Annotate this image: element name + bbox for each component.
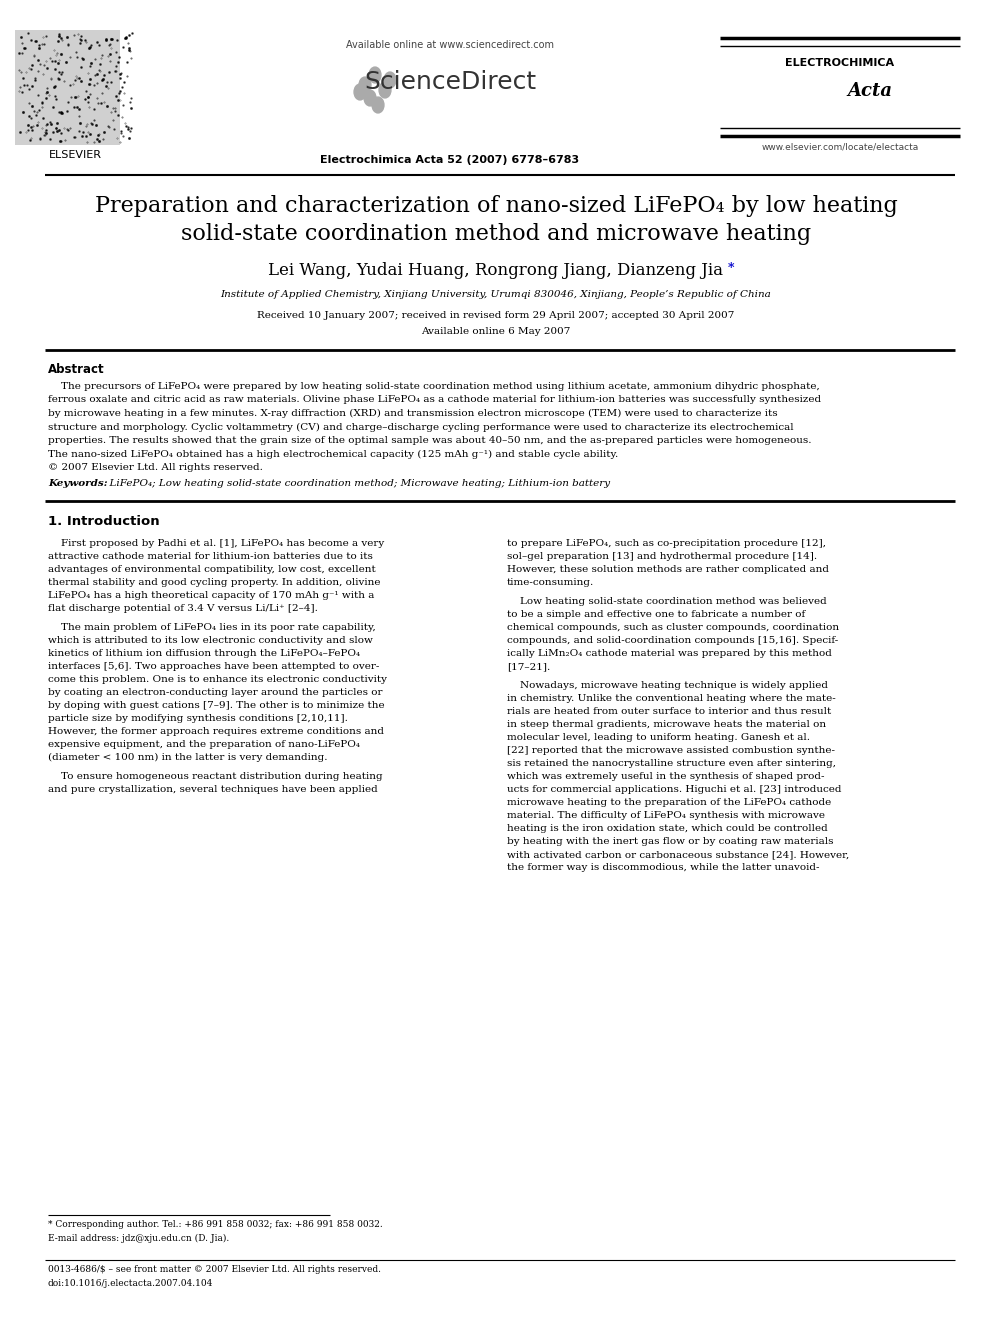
Text: E-mail address: jdz@xju.edu.cn (D. Jia).: E-mail address: jdz@xju.edu.cn (D. Jia).	[48, 1234, 229, 1244]
Text: compounds, and solid-coordination compounds [15,16]. Specif-: compounds, and solid-coordination compou…	[507, 636, 838, 646]
Text: heating is the iron oxidation state, which could be controlled: heating is the iron oxidation state, whi…	[507, 824, 827, 833]
Text: To ensure homogeneous reactant distribution during heating: To ensure homogeneous reactant distribut…	[48, 773, 383, 781]
Circle shape	[364, 90, 376, 106]
Text: with activated carbon or carbonaceous substance [24]. However,: with activated carbon or carbonaceous su…	[507, 849, 849, 859]
Text: ScienceDirect: ScienceDirect	[364, 70, 536, 94]
Text: The precursors of LiFePO₄ were prepared by low heating solid-state coordination : The precursors of LiFePO₄ were prepared …	[48, 382, 819, 392]
Text: which is attributed to its low electronic conductivity and slow: which is attributed to its low electroni…	[48, 636, 373, 646]
Text: thermal stability and good cycling property. In addition, olivine: thermal stability and good cycling prope…	[48, 578, 381, 587]
FancyBboxPatch shape	[15, 30, 120, 146]
Text: However, the former approach requires extreme conditions and: However, the former approach requires ex…	[48, 728, 384, 736]
Text: particle size by modifying synthesis conditions [2,10,11].: particle size by modifying synthesis con…	[48, 714, 348, 722]
Text: properties. The results showed that the grain size of the optimal sample was abo: properties. The results showed that the …	[48, 437, 811, 445]
Text: LiFePO₄ has a high theoretical capacity of 170 mAh g⁻¹ with a: LiFePO₄ has a high theoretical capacity …	[48, 591, 374, 601]
Text: to be a simple and effective one to fabricate a number of: to be a simple and effective one to fabr…	[507, 610, 806, 619]
Text: [22] reported that the microwave assisted combustion synthe-: [22] reported that the microwave assiste…	[507, 746, 835, 755]
Text: advantages of environmental compatibility, low cost, excellent: advantages of environmental compatibilit…	[48, 565, 376, 574]
Text: ferrous oxalate and citric acid as raw materials. Olivine phase LiFePO₄ as a cat: ferrous oxalate and citric acid as raw m…	[48, 396, 821, 405]
Text: interfaces [5,6]. Two approaches have been attempted to over-: interfaces [5,6]. Two approaches have be…	[48, 662, 379, 671]
Text: attractive cathode material for lithium-ion batteries due to its: attractive cathode material for lithium-…	[48, 552, 373, 561]
Text: and pure crystallization, several techniques have been applied: and pure crystallization, several techni…	[48, 785, 378, 794]
Text: Available online at www.sciencedirect.com: Available online at www.sciencedirect.co…	[346, 40, 554, 50]
Circle shape	[372, 97, 384, 112]
Text: to prepare LiFePO₄, such as co-precipitation procedure [12],: to prepare LiFePO₄, such as co-precipita…	[507, 538, 826, 548]
Text: flat discharge potential of 3.4 V versus Li/Li⁺ [2–4].: flat discharge potential of 3.4 V versus…	[48, 605, 317, 613]
Text: sol–gel preparation [13] and hydrothermal procedure [14].: sol–gel preparation [13] and hydrotherma…	[507, 552, 817, 561]
Text: * Corresponding author. Tel.: +86 991 858 0032; fax: +86 991 858 0032.: * Corresponding author. Tel.: +86 991 85…	[48, 1220, 383, 1229]
Circle shape	[369, 67, 381, 83]
Text: structure and morphology. Cyclic voltammetry (CV) and charge–discharge cycling p: structure and morphology. Cyclic voltamm…	[48, 422, 794, 431]
Text: by coating an electron-conducting layer around the particles or: by coating an electron-conducting layer …	[48, 688, 383, 697]
Text: ELECTROCHIMICA: ELECTROCHIMICA	[786, 58, 895, 67]
Text: material. The difficulty of LiFePO₄ synthesis with microwave: material. The difficulty of LiFePO₄ synt…	[507, 811, 825, 820]
Text: www.elsevier.com/locate/electacta: www.elsevier.com/locate/electacta	[762, 143, 919, 152]
Text: sis retained the nanocrystalline structure even after sintering,: sis retained the nanocrystalline structu…	[507, 759, 836, 767]
Text: rials are heated from outer surface to interior and thus result: rials are heated from outer surface to i…	[507, 706, 831, 716]
Text: doi:10.1016/j.electacta.2007.04.104: doi:10.1016/j.electacta.2007.04.104	[48, 1279, 213, 1289]
Text: kinetics of lithium ion diffusion through the LiFePO₄–FePO₄: kinetics of lithium ion diffusion throug…	[48, 650, 360, 658]
Text: The main problem of LiFePO₄ lies in its poor rate capability,: The main problem of LiFePO₄ lies in its …	[48, 623, 376, 632]
Text: Received 10 January 2007; received in revised form 29 April 2007; accepted 30 Ap: Received 10 January 2007; received in re…	[257, 311, 735, 320]
Text: time-consuming.: time-consuming.	[507, 578, 594, 587]
Text: Institute of Applied Chemistry, Xinjiang University, Urumqi 830046, Xinjiang, Pe: Institute of Applied Chemistry, Xinjiang…	[220, 290, 772, 299]
Text: [17–21].: [17–21].	[507, 662, 551, 671]
Text: Preparation and characterization of nano-sized LiFePO₄ by low heating: Preparation and characterization of nano…	[94, 194, 898, 217]
Text: Low heating solid-state coordination method was believed: Low heating solid-state coordination met…	[507, 597, 826, 606]
Text: by microwave heating in a few minutes. X-ray diffraction (XRD) and transmission : by microwave heating in a few minutes. X…	[48, 409, 778, 418]
Text: come this problem. One is to enhance its electronic conductivity: come this problem. One is to enhance its…	[48, 675, 387, 684]
Circle shape	[359, 77, 371, 93]
Text: The nano-sized LiFePO₄ obtained has a high electrochemical capacity (125 mAh g⁻¹: The nano-sized LiFePO₄ obtained has a hi…	[48, 450, 618, 459]
Text: molecular level, leading to uniform heating. Ganesh et al.: molecular level, leading to uniform heat…	[507, 733, 810, 742]
Circle shape	[379, 82, 391, 98]
Text: *: *	[728, 262, 734, 275]
Text: 1. Introduction: 1. Introduction	[48, 515, 160, 528]
Text: Nowadays, microwave heating technique is widely applied: Nowadays, microwave heating technique is…	[507, 681, 828, 691]
Text: © 2007 Elsevier Ltd. All rights reserved.: © 2007 Elsevier Ltd. All rights reserved…	[48, 463, 263, 472]
Circle shape	[384, 71, 396, 87]
Text: Keywords:: Keywords:	[48, 479, 107, 488]
Text: Electrochimica Acta 52 (2007) 6778–6783: Electrochimica Acta 52 (2007) 6778–6783	[320, 155, 579, 165]
Text: First proposed by Padhi et al. [1], LiFePO₄ has become a very: First proposed by Padhi et al. [1], LiFe…	[48, 538, 384, 548]
Text: ucts for commercial applications. Higuchi et al. [23] introduced: ucts for commercial applications. Higuch…	[507, 785, 841, 794]
Text: the former way is discommodious, while the latter unavoid-: the former way is discommodious, while t…	[507, 863, 819, 872]
Text: (diameter < 100 nm) in the latter is very demanding.: (diameter < 100 nm) in the latter is ver…	[48, 753, 327, 762]
Text: by heating with the inert gas flow or by coating raw materials: by heating with the inert gas flow or by…	[507, 837, 833, 845]
Text: by doping with guest cations [7–9]. The other is to minimize the: by doping with guest cations [7–9]. The …	[48, 701, 385, 710]
Text: Abstract: Abstract	[48, 363, 104, 376]
Text: chemical compounds, such as cluster compounds, coordination: chemical compounds, such as cluster comp…	[507, 623, 839, 632]
Text: microwave heating to the preparation of the LiFePO₄ cathode: microwave heating to the preparation of …	[507, 798, 831, 807]
Text: in steep thermal gradients, microwave heats the material on: in steep thermal gradients, microwave he…	[507, 720, 826, 729]
Text: Lei Wang, Yudai Huang, Rongrong Jiang, Dianzeng Jia: Lei Wang, Yudai Huang, Rongrong Jiang, D…	[269, 262, 723, 279]
Text: Acta: Acta	[847, 82, 893, 101]
Text: Available online 6 May 2007: Available online 6 May 2007	[422, 327, 570, 336]
Text: which was extremely useful in the synthesis of shaped prod-: which was extremely useful in the synthe…	[507, 773, 824, 781]
Text: ically LiMn₂O₄ cathode material was prepared by this method: ically LiMn₂O₄ cathode material was prep…	[507, 650, 832, 658]
Text: However, these solution methods are rather complicated and: However, these solution methods are rath…	[507, 565, 829, 574]
Text: 0013-4686/$ – see front matter © 2007 Elsevier Ltd. All rights reserved.: 0013-4686/$ – see front matter © 2007 El…	[48, 1265, 381, 1274]
Text: in chemistry. Unlike the conventional heating where the mate-: in chemistry. Unlike the conventional he…	[507, 695, 835, 703]
Text: ELSEVIER: ELSEVIER	[49, 149, 101, 160]
Circle shape	[354, 85, 366, 101]
Text: solid-state coordination method and microwave heating: solid-state coordination method and micr…	[181, 224, 811, 245]
Text: LiFePO₄; Low heating solid-state coordination method; Microwave heating; Lithium: LiFePO₄; Low heating solid-state coordin…	[103, 479, 610, 488]
Text: expensive equipment, and the preparation of nano-LiFePO₄: expensive equipment, and the preparation…	[48, 740, 360, 749]
